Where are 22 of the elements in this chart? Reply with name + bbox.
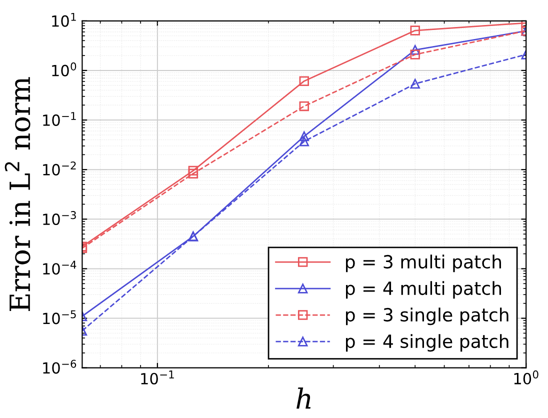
point — [188, 168, 198, 178]
y-tick-label: 10$^{1}$ — [52, 12, 76, 27]
point — [188, 166, 198, 176]
y-tick-label: 10$^{−3}$ — [43, 211, 76, 226]
legend-label: p = 3 multi patch — [346, 254, 501, 272]
y-tick-label: 10$^{0}$ — [52, 62, 76, 76]
y-tick-label: 10$^{−1}$ — [43, 112, 76, 126]
x-axis-title: h — [296, 387, 311, 409]
legend-label: p = 3 single patch — [346, 308, 508, 326]
point — [299, 101, 309, 112]
point — [410, 26, 420, 36]
point — [410, 45, 420, 55]
y-tick-label: 10$^{−6}$ — [43, 360, 76, 374]
point — [299, 76, 309, 86]
y-tick-label: 10$^{−5}$ — [43, 310, 76, 324]
point — [410, 50, 420, 60]
legend-label: p = 4 single patch — [346, 334, 508, 352]
y-axis-title: Error in L$^{2}$ norm — [4, 77, 30, 312]
y-tick-label: 10$^{−2}$ — [43, 161, 76, 176]
point — [299, 131, 309, 142]
legend-label: p = 4 multi patch — [346, 281, 501, 299]
y-tick-label: 10$^{−4}$ — [43, 260, 76, 275]
